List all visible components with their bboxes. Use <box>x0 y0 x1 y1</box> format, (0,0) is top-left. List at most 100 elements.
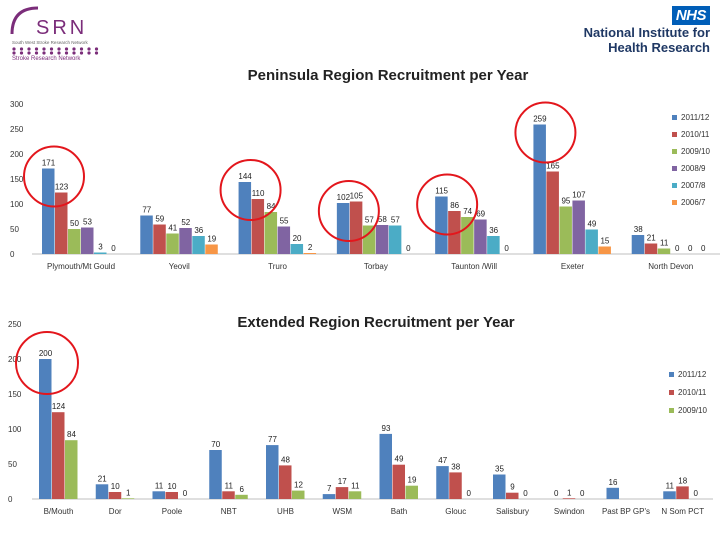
bar <box>559 206 572 254</box>
bar <box>108 492 122 499</box>
bar <box>349 201 363 254</box>
bar <box>362 225 376 254</box>
bar <box>222 491 235 499</box>
y-tick-label: 200 <box>8 355 22 364</box>
bar <box>448 211 461 254</box>
category-label: Dor <box>109 507 122 516</box>
srn-dot <box>64 51 69 55</box>
data-label: 52 <box>181 218 190 227</box>
data-label: 102 <box>337 193 351 202</box>
nihr-name-line1: National Institute for <box>583 25 710 40</box>
bar <box>266 445 279 499</box>
legend-label: 2008/9 <box>681 164 706 173</box>
data-label: 259 <box>533 115 547 124</box>
data-label: 115 <box>435 187 448 196</box>
bar <box>121 498 135 499</box>
bar <box>95 484 109 499</box>
bar <box>631 235 645 254</box>
data-label: 0 <box>111 244 116 253</box>
bar <box>562 498 576 499</box>
bar <box>392 464 405 499</box>
data-label: 49 <box>395 455 404 464</box>
bar <box>606 487 619 499</box>
legend-swatch <box>669 390 674 395</box>
data-label: 58 <box>378 215 387 224</box>
srn-dot <box>42 51 46 55</box>
srn-dot <box>12 51 16 55</box>
srn-dots <box>12 47 99 55</box>
legend-swatch <box>672 132 677 137</box>
category-label: B/Mouth <box>44 507 74 516</box>
srn-dot <box>79 51 84 55</box>
highlight-circle <box>23 145 85 208</box>
srn-dot <box>94 47 99 51</box>
srn-dot <box>34 51 39 55</box>
data-label: 12 <box>294 481 303 490</box>
data-label: 19 <box>207 235 216 244</box>
legend-swatch <box>672 200 677 205</box>
data-label: 36 <box>489 226 498 235</box>
srn-dot <box>27 47 31 51</box>
data-label: 86 <box>450 201 459 210</box>
data-label: 11 <box>351 481 360 490</box>
category-label: Salisbury <box>496 507 529 516</box>
category-label: Poole <box>162 507 183 516</box>
data-label: 77 <box>268 435 277 444</box>
bar <box>303 253 317 254</box>
bar <box>192 236 205 254</box>
bar <box>487 236 500 254</box>
data-label: 15 <box>600 237 609 246</box>
legend-swatch <box>672 149 677 154</box>
data-label: 171 <box>42 159 56 168</box>
bar <box>290 244 304 254</box>
data-label: 0 <box>523 489 528 498</box>
highlight-circle <box>317 180 380 242</box>
legend-label: 2011/12 <box>678 370 707 379</box>
data-label: 6 <box>240 485 245 494</box>
srn-dot <box>12 47 16 51</box>
bar <box>388 225 402 254</box>
category-label: UHB <box>277 507 294 516</box>
bar <box>205 244 218 254</box>
data-label: 123 <box>55 183 69 192</box>
y-tick-label: 50 <box>10 225 19 234</box>
category-label: Past BP GP's <box>602 507 650 516</box>
data-label: 11 <box>155 481 164 490</box>
highlight-circle <box>219 159 282 221</box>
data-label: 84 <box>267 202 276 211</box>
data-label: 0 <box>554 489 559 498</box>
data-label: 18 <box>678 476 687 485</box>
bar <box>322 494 336 499</box>
data-label: 95 <box>561 197 570 206</box>
highlight-circle <box>514 101 577 164</box>
bar <box>166 233 179 254</box>
data-label: 107 <box>572 191 586 200</box>
bar <box>405 485 418 499</box>
srn-dot <box>57 47 61 51</box>
data-label: 10 <box>111 482 120 491</box>
bar <box>140 215 153 254</box>
data-label: 11 <box>225 481 234 490</box>
y-tick-label: 50 <box>8 460 17 469</box>
y-tick-label: 150 <box>8 390 22 399</box>
bar <box>277 226 291 254</box>
y-tick-label: 100 <box>10 200 24 209</box>
category-label: Truro <box>268 262 287 271</box>
srn-dot <box>64 47 69 51</box>
category-label: Bath <box>391 507 407 516</box>
category-label: Swindon <box>554 507 585 516</box>
data-label: 124 <box>52 402 66 411</box>
bar <box>52 412 65 499</box>
srn-dot <box>42 47 46 51</box>
data-label: 0 <box>504 244 509 253</box>
data-label: 77 <box>142 206 151 215</box>
legend-label: 2009/10 <box>678 406 707 415</box>
data-label: 11 <box>660 239 669 248</box>
data-label: 47 <box>438 456 447 465</box>
data-label: 59 <box>155 215 164 224</box>
bar <box>94 252 107 254</box>
bar <box>81 227 94 254</box>
data-label: 50 <box>70 219 79 228</box>
data-label: 69 <box>476 210 485 219</box>
data-label: 110 <box>252 189 265 198</box>
